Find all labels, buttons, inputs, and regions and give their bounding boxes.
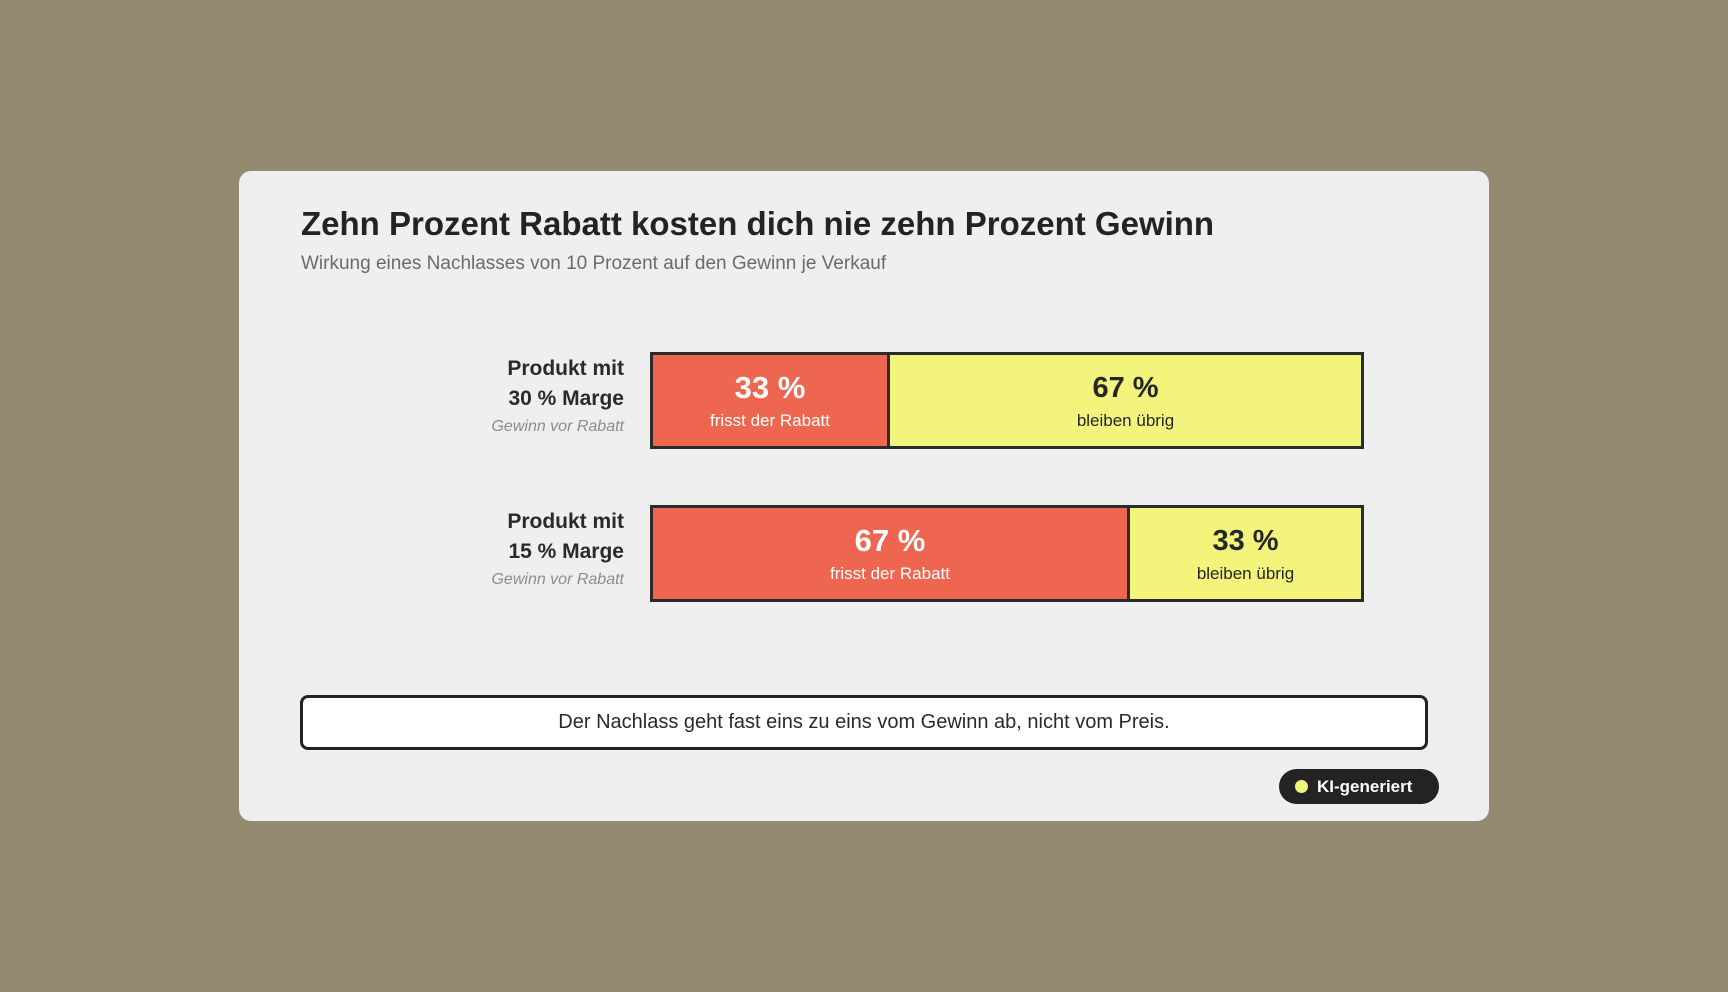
bar-segment-discount: 33 % frisst der Rabatt	[653, 355, 887, 446]
row-sublabel: Gewinn vor Rabatt	[491, 571, 624, 588]
badge-dot-icon	[1295, 780, 1308, 793]
data-label-value: 67 %	[1092, 371, 1159, 404]
row-label-line2: 15 % Marge	[508, 540, 624, 563]
data-label-value: 33 %	[1212, 524, 1279, 557]
data-label-caption: frisst der Rabatt	[710, 410, 830, 430]
ai-generated-badge: KI-generiert	[1279, 769, 1439, 804]
data-label-value: 67 %	[854, 522, 926, 558]
row-label: Produkt mit 30 % Marge Gewinn vor Rabatt	[384, 354, 624, 436]
chart-subtitle: Wirkung eines Nachlasses von 10 Prozent …	[301, 253, 887, 274]
chart-title: Zehn Prozent Rabatt kosten dich nie zehn…	[301, 205, 1215, 242]
row-label-line1: Produkt mit	[507, 357, 624, 380]
row-sublabel: Gewinn vor Rabatt	[491, 418, 624, 435]
data-label-caption: frisst der Rabatt	[830, 563, 950, 583]
bar-segment-discount: 67 % frisst der Rabatt	[653, 508, 1127, 599]
row-label-line2: 30 % Marge	[508, 387, 624, 410]
stacked-bar: 67 % frisst der Rabatt 33 % bleiben übrig	[650, 505, 1364, 602]
takeaway-note: Der Nachlass geht fast eins zu eins vom …	[300, 695, 1428, 750]
data-label-value: 33 %	[734, 369, 806, 405]
data-label-caption: bleiben übrig	[1076, 410, 1175, 430]
stacked-bar-chart: Produkt mit 30 % Marge Gewinn vor Rabatt 33…	[239, 171, 1489, 671]
bar-segment-remaining: 33 % bleiben übrig	[1127, 508, 1361, 599]
bar-segment-remaining: 67 % bleiben übrig	[887, 355, 1361, 446]
data-label-caption: bleiben übrig	[1196, 563, 1295, 583]
row-label-line1: Produkt mit	[507, 510, 624, 533]
chart-card: Zehn Prozent Rabatt kosten dich nie zehn…	[239, 171, 1489, 821]
stacked-bar: 33 % frisst der Rabatt 67 % bleiben übrig	[650, 352, 1364, 449]
badge-label: KI-generiert	[1317, 776, 1413, 796]
row-label: Produkt mit 15 % Marge Gewinn vor Rabatt	[384, 507, 624, 589]
